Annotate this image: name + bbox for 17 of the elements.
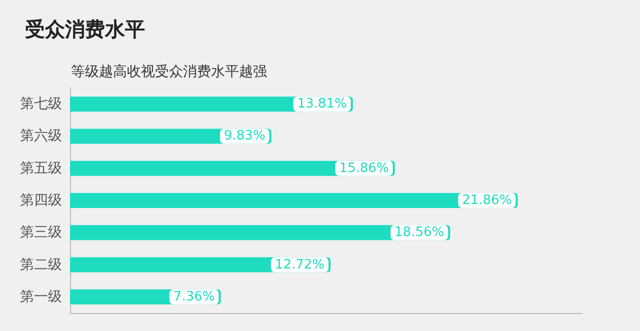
data-label: 18.56% bbox=[394, 225, 444, 240]
chart-title: 受众消费水平 bbox=[25, 17, 145, 41]
y-tick-label: 第一级 bbox=[20, 288, 62, 305]
y-tick-label: 第二级 bbox=[20, 256, 62, 273]
y-tick-label: 第五级 bbox=[20, 160, 62, 176]
y-tick-label: 第六级 bbox=[20, 128, 62, 144]
data-label: 13.81% bbox=[297, 96, 347, 112]
y-tick-label: 第四级 bbox=[20, 192, 62, 208]
chart-subtitle: 等级越高收视受众消费水平越强 bbox=[71, 64, 267, 80]
y-tick-label: 第七级 bbox=[20, 96, 62, 112]
data-label: 15.86% bbox=[339, 160, 389, 176]
data-label: 9.83% bbox=[224, 128, 266, 144]
data-label: 21.86% bbox=[462, 193, 512, 208]
y-tick-label: 第三级 bbox=[20, 224, 62, 241]
data-label: 7.36% bbox=[173, 289, 215, 304]
bar bbox=[70, 193, 518, 208]
data-label: 12.72% bbox=[274, 257, 325, 272]
